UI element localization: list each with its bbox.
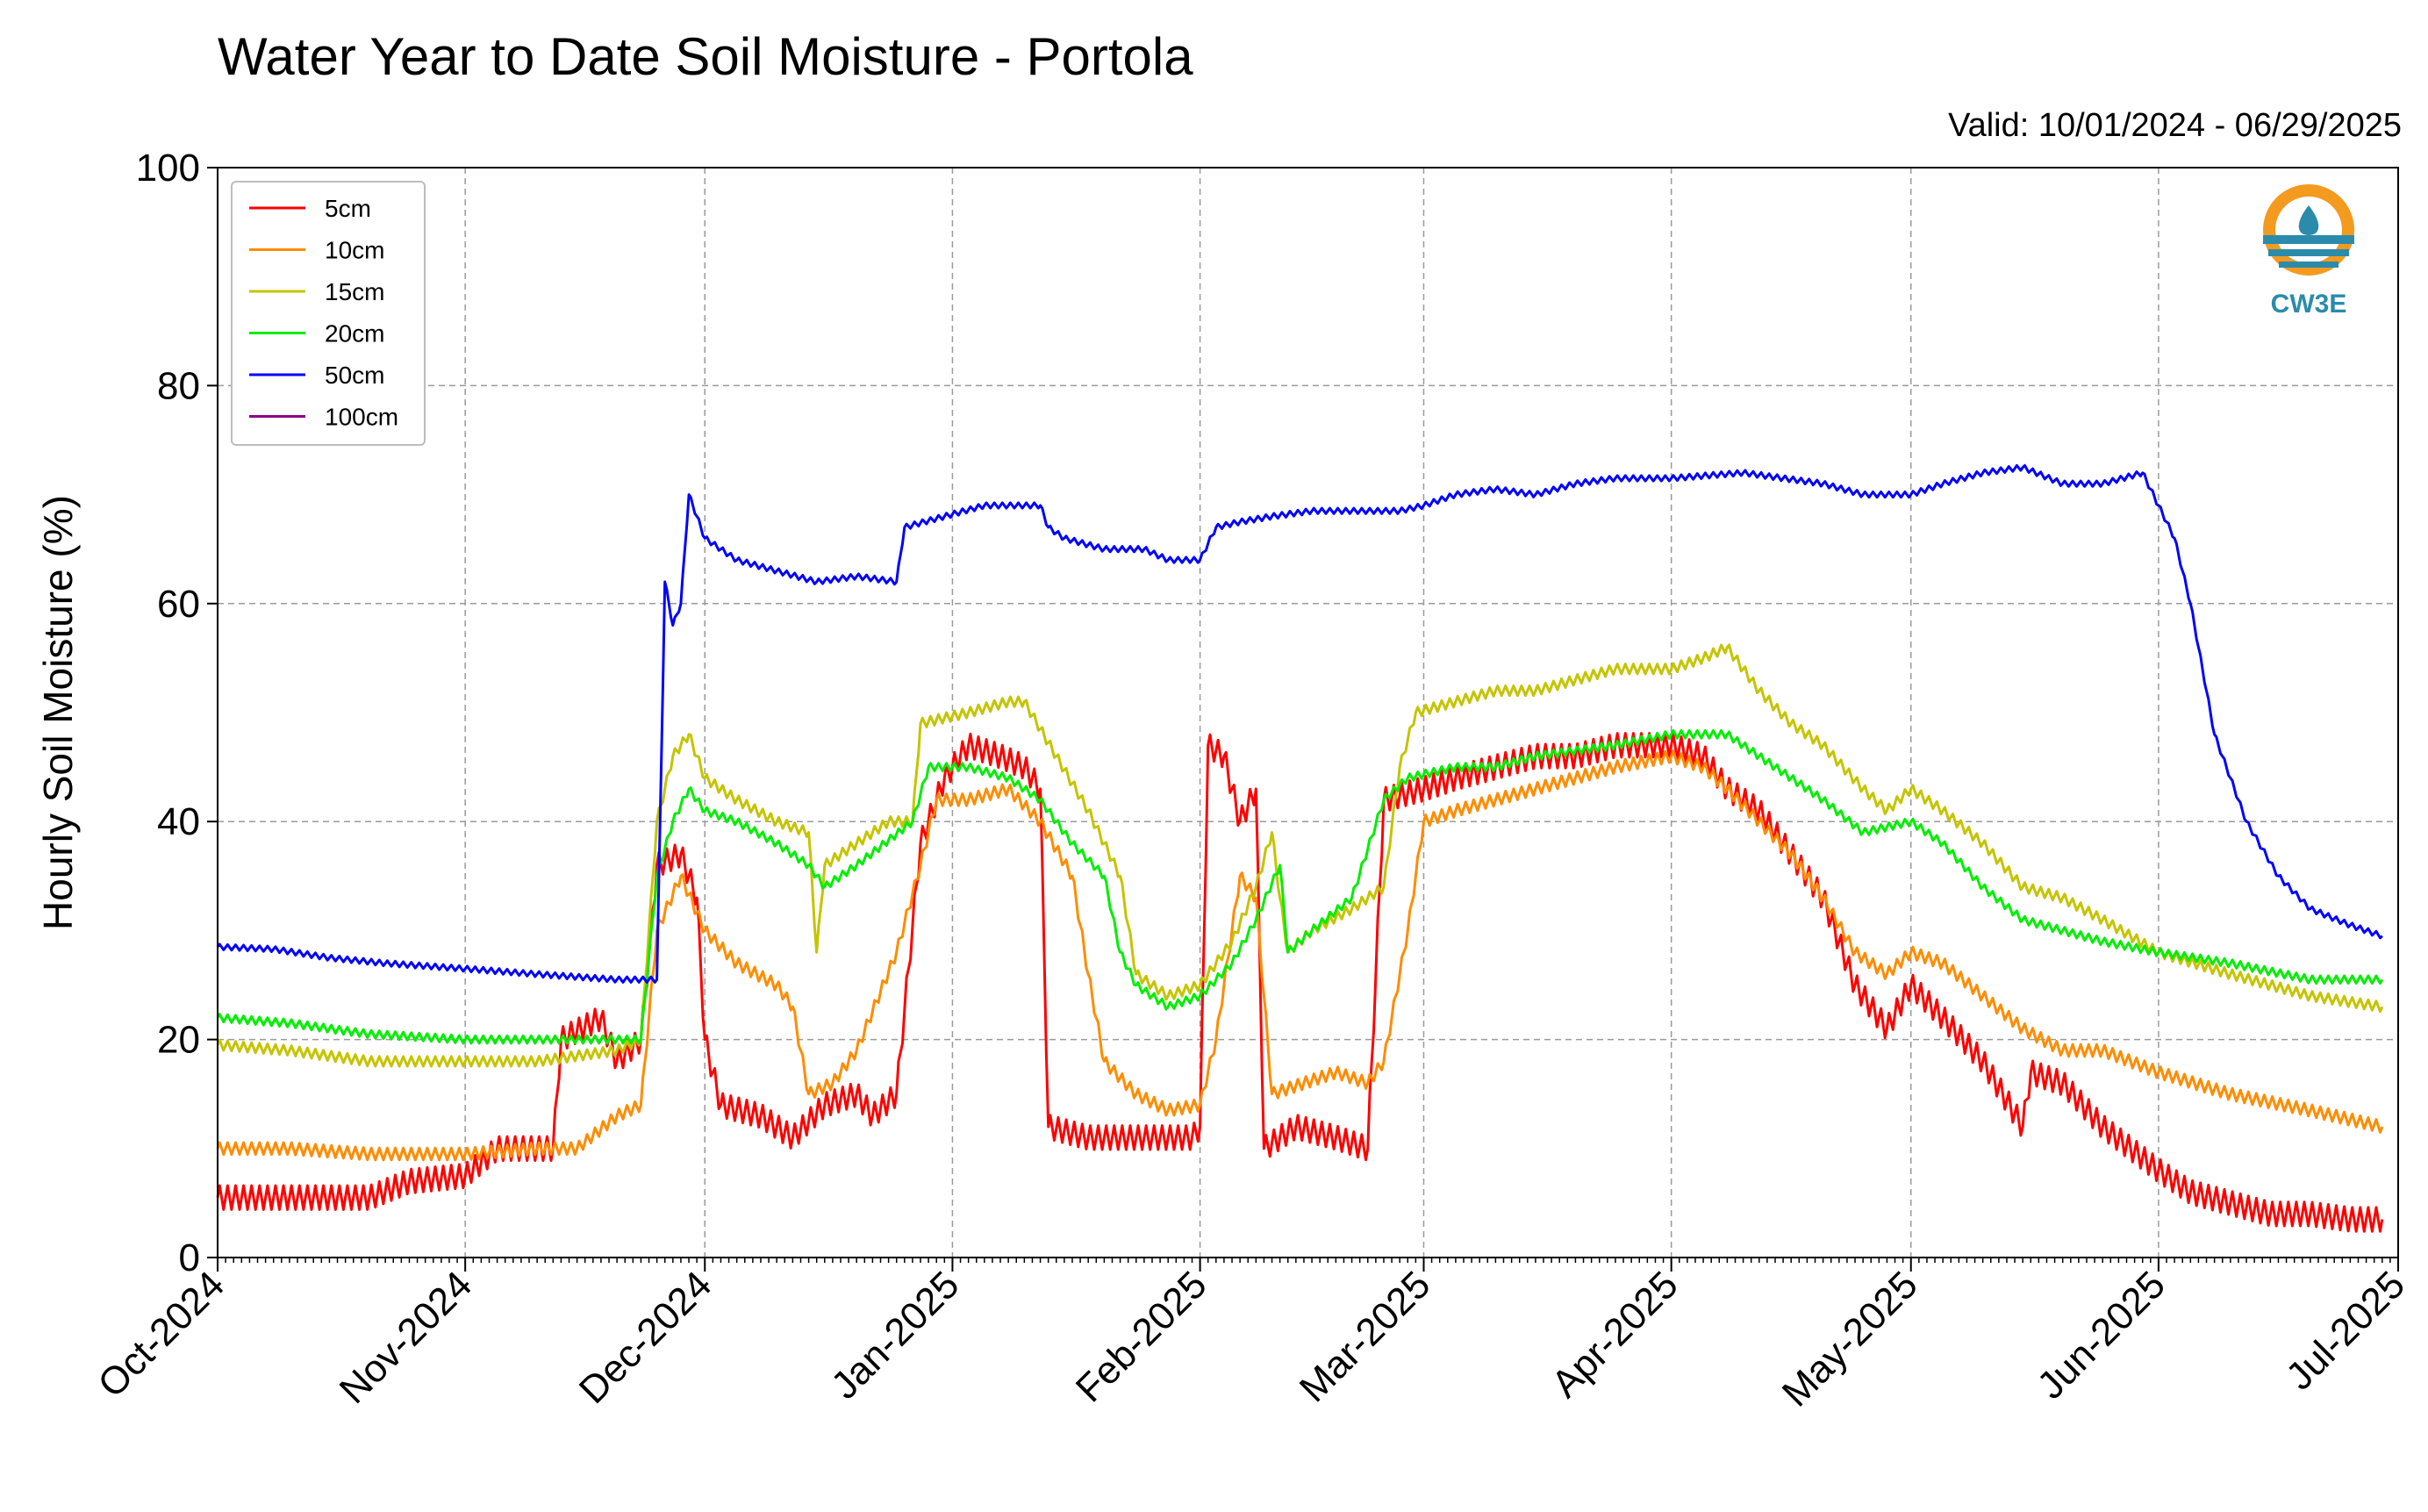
- y-tick-label: 20: [157, 1019, 200, 1062]
- logo-wave-icon: [2263, 235, 2354, 244]
- x-tick-label: Jul-2025: [2278, 1263, 2413, 1398]
- series-line-20cm: [216, 729, 2384, 1045]
- legend-label-5cm: 5cm: [325, 195, 371, 222]
- y-tick-label: 60: [157, 583, 200, 626]
- logo-text: CW3E: [2271, 290, 2347, 319]
- x-axis: Oct-2024 Nov-2024 Dec-2024 Jan-2025 Feb-2025…: [90, 1258, 2413, 1415]
- series-line-15cm: [216, 643, 2384, 1068]
- series-layer: [216, 463, 2384, 1233]
- x-tick-label: Oct-2024: [90, 1263, 233, 1406]
- series-line-50cm: [216, 463, 2383, 984]
- water-drop-icon: [2298, 205, 2319, 235]
- logo-wave-icon: [2279, 262, 2338, 268]
- chart-title: Water Year to Date Soil Moisture - Porto…: [218, 27, 1193, 86]
- x-tick-label: Apr-2025: [1543, 1263, 1687, 1406]
- logo-wave-icon: [2268, 249, 2349, 256]
- legend-box: [231, 181, 426, 446]
- cw3e-logo: CW3E: [2263, 184, 2354, 319]
- legend: 5cm 10cm 15cm 20cm 50cm 100cm: [231, 181, 426, 446]
- y-axis-label: Hourly Soil Moisture (%): [35, 495, 81, 930]
- x-tick-label: Nov-2024: [332, 1263, 481, 1412]
- y-tick-label: 80: [157, 364, 200, 407]
- x-tick-label: Mar-2025: [1292, 1263, 1439, 1410]
- legend-label-20cm: 20cm: [325, 320, 384, 348]
- x-tick-label: Jun-2025: [2030, 1263, 2174, 1407]
- legend-label-100cm: 100cm: [325, 404, 398, 431]
- x-tick-label: Dec-2024: [571, 1263, 720, 1412]
- y-tick-label: 40: [157, 800, 200, 843]
- y-tick-label: 0: [179, 1236, 200, 1279]
- legend-label-50cm: 50cm: [325, 362, 384, 389]
- chart-subtitle: Valid: 10/01/2024 - 06/29/2025: [1948, 107, 2402, 144]
- series-line-5cm: [216, 732, 2384, 1233]
- y-tick-label: 100: [136, 147, 200, 190]
- x-tick-label: May-2025: [1774, 1263, 1926, 1415]
- x-tick-label: Feb-2025: [1068, 1263, 1215, 1410]
- y-axis: 0 20 40 60 80 100: [136, 147, 218, 1279]
- plot-frame: [217, 167, 2399, 1258]
- legend-label-15cm: 15cm: [325, 278, 384, 305]
- legend-label-10cm: 10cm: [325, 237, 384, 264]
- x-tick-label: Jan-2025: [823, 1263, 967, 1407]
- series-line-10cm: [216, 749, 2384, 1162]
